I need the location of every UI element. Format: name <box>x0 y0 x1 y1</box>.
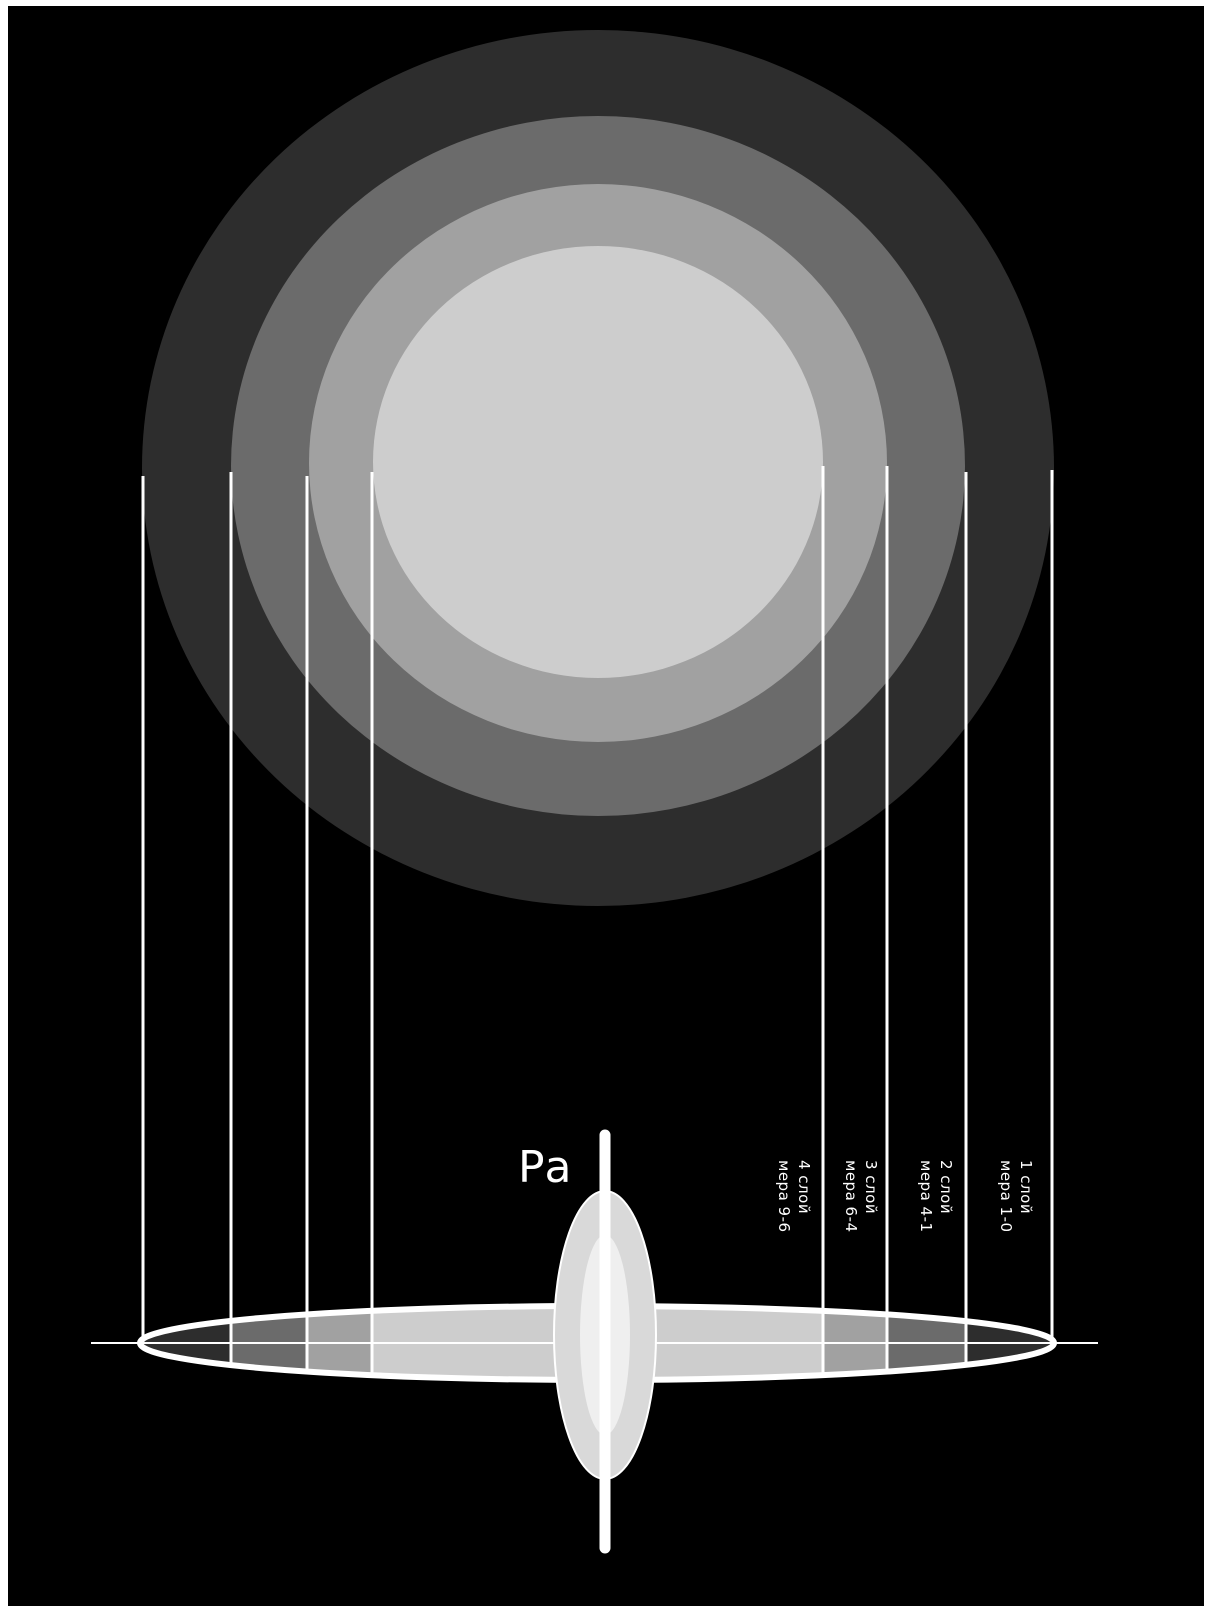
layer-3-label-name: 3 слой <box>862 1160 880 1214</box>
layer-1-label-measure: мера 1-0 <box>997 1160 1015 1233</box>
projection-lines <box>141 466 1054 1375</box>
ra-label: Ра <box>518 1142 572 1193</box>
layer-1-label: 1 слой мера 1-0 <box>997 1160 1035 1233</box>
layer-2-label-measure: мера 4-1 <box>917 1160 935 1233</box>
layer-2-label-name: 2 слой <box>937 1160 955 1214</box>
layer-2-label: 2 слой мера 4-1 <box>917 1160 955 1233</box>
layer-3-label-measure: мера 6-4 <box>842 1160 860 1233</box>
layer-4-circle <box>373 246 823 678</box>
layer-4-label-measure: мера 9-6 <box>775 1160 793 1233</box>
layer-1-label-name: 1 слой <box>1017 1160 1035 1214</box>
concentric-layers <box>142 30 1054 906</box>
ra-core <box>553 1129 657 1554</box>
layer-3-label: 3 слой мера 6-4 <box>842 1160 880 1233</box>
layer-4-label-name: 4 слой <box>795 1160 813 1214</box>
layer-4-label: 4 слой мера 9-6 <box>775 1160 813 1233</box>
layer-labels: 1 слой мера 1-0 2 слой мера 4-1 3 слой м… <box>775 1160 1035 1233</box>
